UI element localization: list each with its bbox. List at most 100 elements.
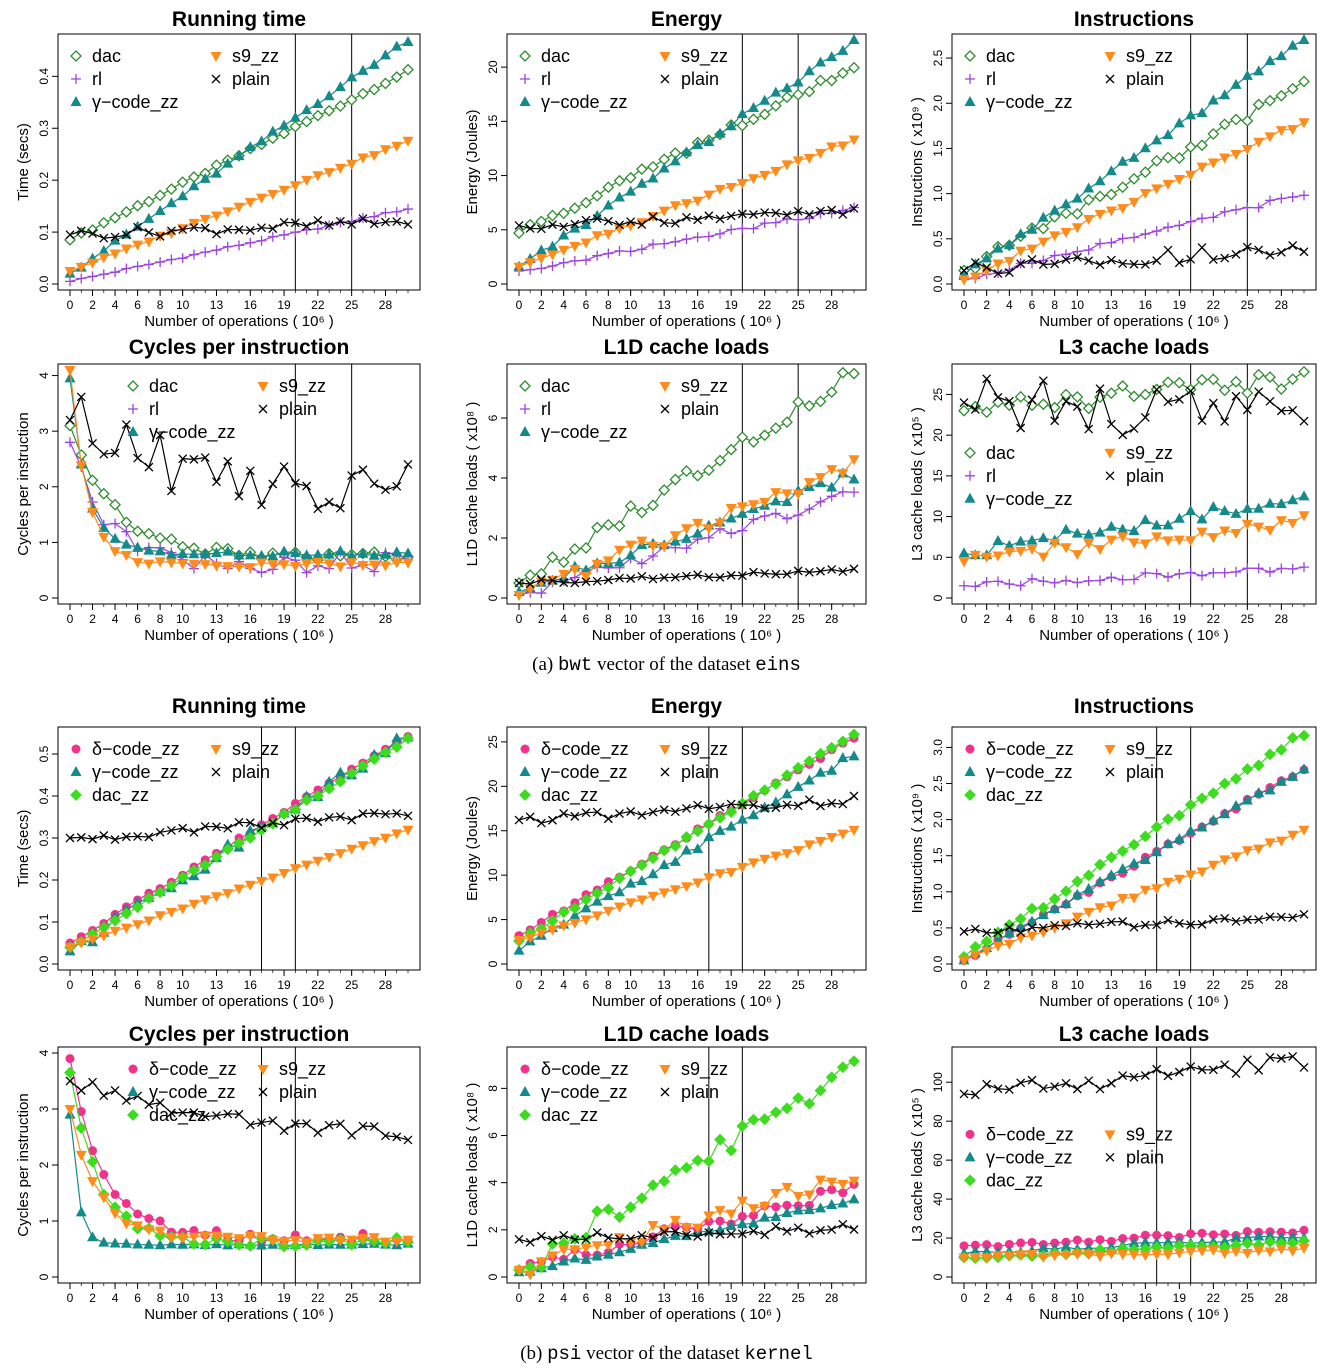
chart-b-cycles-per-instruction-point-plain bbox=[381, 1131, 390, 1141]
chart-a-energy-point-plain bbox=[715, 214, 725, 224]
chart-b-energy-xtick-label: 28 bbox=[825, 978, 839, 992]
chart-b-energy-point-plain bbox=[793, 801, 803, 811]
chart-a-cycles-per-instruction-point-plain bbox=[257, 500, 266, 510]
chart-a-l3-cache-loads-xtick-label: 13 bbox=[1105, 612, 1119, 626]
chart-a-running-time-point-s9-zz bbox=[87, 258, 99, 269]
chart-b-l3-cache-loads-series-plain bbox=[959, 1051, 1309, 1100]
chart-b-energy-point-plain bbox=[659, 805, 669, 815]
chart-b-l1d-cache-loads-point-plain bbox=[603, 1233, 613, 1243]
chart-a-running-time-point-dac bbox=[345, 93, 358, 106]
chart-b-running-time-point-plain bbox=[245, 818, 255, 828]
chart-a-instructions-xtick-label: 19 bbox=[1173, 298, 1187, 312]
chart-b-running-time-legend-label-plain: plain bbox=[232, 762, 270, 782]
chart-a-running-time-point-code-zz bbox=[188, 180, 200, 191]
chart-a-energy-point-rl bbox=[681, 234, 692, 245]
chart-b-instructions-point-plain bbox=[1288, 913, 1298, 923]
chart-a-l3-cache-loads-point-s9-zz bbox=[969, 550, 981, 561]
chart-a-energy-point-plain bbox=[626, 217, 636, 227]
chart-b-energy-point-dac-zz bbox=[568, 902, 581, 915]
chart-a-running-time-point-dac bbox=[402, 63, 414, 76]
chart-b-instructions-point-s9-zz bbox=[1003, 939, 1015, 950]
chart-a-l3-cache-loads-point-code-zz bbox=[1026, 534, 1038, 545]
chart-b-l3-cache-loads-point-s9-zz bbox=[1287, 1246, 1299, 1257]
chart-a-cycles-per-instruction-ytick-label: 0 bbox=[37, 594, 51, 601]
chart-a-running-time-series-rl bbox=[65, 204, 413, 287]
chart-b-energy-point-code-zz bbox=[826, 764, 838, 775]
chart-a-l3-cache-loads-point-dac bbox=[1252, 368, 1265, 381]
chart-a-l3-cache-loads-point-code-zz bbox=[1105, 520, 1117, 531]
chart-b-l3-cache-loads-point-s9-zz bbox=[1230, 1247, 1242, 1258]
chart-a-energy-point-rl bbox=[737, 223, 748, 234]
chart-a-running-time-point-s9-zz bbox=[222, 207, 234, 218]
chart-b-instructions-point-s9-zz bbox=[1083, 907, 1095, 918]
chart-a-cycles-per-instruction-point-s9-zz bbox=[323, 559, 335, 570]
chart-b-cycles-per-instruction-point-plain bbox=[369, 1121, 379, 1131]
chart-b-l1d-cache-loads-point-dac-zz bbox=[736, 1120, 749, 1132]
chart-b-instructions-point-s9-zz bbox=[1026, 931, 1038, 942]
chart-b-cycles-per-instruction-point-dac-zz bbox=[64, 1066, 76, 1079]
chart-b-instructions-point-plain bbox=[1152, 920, 1162, 930]
chart-a-running-time-point-plain bbox=[403, 219, 413, 229]
chart-a-l3-cache-loads-point-plain bbox=[1061, 396, 1071, 406]
chart-a-l1d-cache-loads-point-s9-zz bbox=[591, 559, 603, 570]
chart-a-cycles-per-instruction-ytick-label: 2 bbox=[37, 483, 51, 490]
chart-b-instructions-point-code-zz bbox=[1275, 775, 1287, 786]
chart-a-energy-point-plain bbox=[827, 205, 837, 215]
chart-b-running-time-xtick-label: 6 bbox=[134, 978, 141, 992]
chart-b-l1d-cache-loads-point-code-zz bbox=[803, 1204, 815, 1215]
chart-b-instructions-xtick-label: 10 bbox=[1071, 978, 1085, 992]
chart-a-l3-cache-loads-point-dac bbox=[1105, 387, 1118, 400]
chart-b-l3-cache-loads-point-code-zz bbox=[1163, 1231, 1173, 1241]
chart-a-instructions-point-code-zz bbox=[1298, 34, 1310, 44]
chart-a-l3-cache-loads-point-code-zz bbox=[1219, 504, 1231, 515]
chart-a-energy-xtick-label: 4 bbox=[560, 298, 567, 312]
chart-b-l1d-cache-loads-legend-label-plain: plain bbox=[681, 1082, 719, 1102]
chart-b-energy-point-dac-zz bbox=[602, 881, 615, 894]
chart-b-energy-point-s9-zz bbox=[580, 915, 592, 926]
chart-a-cycles-per-instruction-point-code-zz bbox=[154, 545, 166, 556]
chart-a-instructions-xtick-label: 25 bbox=[1241, 298, 1255, 312]
chart-a-running-time-xtick-label: 13 bbox=[210, 298, 224, 312]
chart-b-l1d-cache-loads-point-dac-zz bbox=[691, 1154, 704, 1167]
chart-b-running-time-point-dac-zz bbox=[188, 864, 200, 877]
chart-a-cycles-per-instruction-xtick-label: 25 bbox=[345, 612, 359, 626]
chart-b-energy-point-s9-zz bbox=[703, 873, 715, 884]
chart-b-running-time-point-plain bbox=[155, 827, 165, 837]
caption-b-middle: vector of the dataset bbox=[586, 1343, 740, 1364]
chart-b-l3-cache-loads-point-s9-zz bbox=[1003, 1251, 1015, 1262]
chart-a-l1d-cache-loads-point-code-zz bbox=[736, 507, 748, 518]
chart-a-running-time-point-plain bbox=[234, 225, 244, 235]
chart-b-running-time-point-s9-zz bbox=[143, 916, 155, 927]
chart-a-running-time-point-plain bbox=[189, 223, 199, 232]
chart-a-l1d-cache-loads-xtick-label: 19 bbox=[724, 612, 738, 626]
chart-a-energy-point-code-zz bbox=[803, 65, 815, 76]
chart-b-l1d-cache-loads-point-s9-zz bbox=[781, 1182, 793, 1193]
chart-a-cycles-per-instruction-point-s9-zz bbox=[64, 366, 76, 376]
chart-a-l3-cache-loads-point-s9-zz bbox=[1219, 526, 1231, 537]
chart-b-cycles-per-instruction-point-s9-zz bbox=[143, 1225, 155, 1236]
chart-b-l1d-cache-loads-point-s9-zz bbox=[547, 1251, 558, 1262]
chart-a-energy-point-plain bbox=[693, 215, 703, 225]
chart-a-running-time-xtick-label: 0 bbox=[67, 298, 74, 312]
chart-a-running-time-point-dac bbox=[131, 199, 144, 212]
chart-a-instructions-point-dac bbox=[1252, 98, 1265, 111]
chart-a-l3-cache-loads-point-dac bbox=[1128, 390, 1140, 403]
chart-b-cycles-per-instruction-point-code-zz bbox=[65, 1054, 75, 1064]
chart-a-energy-ytick-label: 5 bbox=[486, 226, 500, 233]
chart-a-running-time-point-s9-zz bbox=[402, 136, 414, 147]
chart-b-cycles-per-instruction-point-plain bbox=[268, 1116, 278, 1126]
chart-b-cycles-per-instruction-legend-label-dac-zz: dac_zz bbox=[149, 1105, 206, 1126]
chart-a-energy-point-code-zz bbox=[614, 191, 625, 202]
chart-b-energy-legend-marker-dac-zz bbox=[519, 789, 531, 801]
chart-a-l3-cache-loads-point-rl bbox=[1231, 566, 1241, 577]
chart-b-instructions-point-s9-zz bbox=[1015, 933, 1027, 944]
chart-b-l1d-cache-loads-point-code-zz bbox=[770, 1211, 782, 1222]
chart-a-running-time-point-plain bbox=[369, 219, 379, 229]
chart-a-energy-series-s9-zz bbox=[513, 135, 860, 273]
chart-b-cycles-per-instruction-point-code-zz bbox=[99, 1170, 109, 1180]
chart-b-cycles-per-instruction-xlabel: Number of operations ( 10⁶ ) bbox=[144, 1306, 334, 1323]
chart-a-energy-point-code-zz bbox=[547, 240, 558, 251]
chart-a-l1d-cache-loads-point-plain bbox=[659, 573, 669, 583]
chart-a-l1d-cache-loads-xtick-label: 22 bbox=[758, 612, 772, 626]
